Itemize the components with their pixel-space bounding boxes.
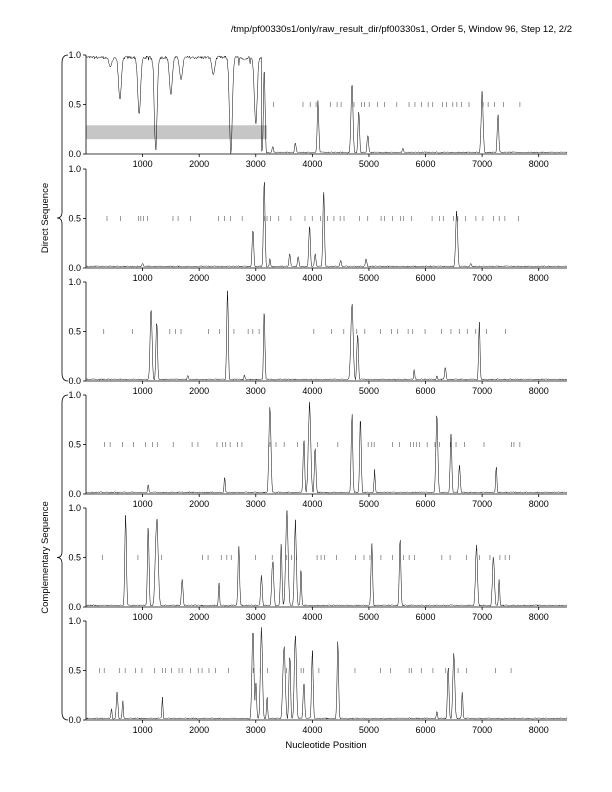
x-tick-label: 5000: [359, 499, 379, 509]
signal-line: [85, 182, 568, 268]
x-tick-label: 2000: [189, 612, 209, 622]
x-tick-label: 3000: [246, 612, 266, 622]
signal-line: [85, 402, 568, 494]
x-tick-label: 1000: [133, 159, 153, 169]
x-tick-label: 8000: [529, 499, 549, 509]
group-direct: Direct Sequence: [40, 54, 69, 382]
x-tick-label: 4000: [302, 725, 322, 735]
panel-1: 0.0 0.5 1.0 1000 2000 3000 4000 5000 6000 7000 800…: [68, 50, 568, 169]
shaded-band: [86, 125, 268, 140]
panel-5: 0.0 0.5 1.0 1000 2000 3000 4000 5000 6000 7000 800…: [68, 503, 568, 622]
x-tick-label: 8000: [529, 159, 549, 169]
y-tick-label: 1.0: [68, 503, 81, 513]
x-tick-label: 1000: [133, 612, 153, 622]
x-tick-label: 7000: [472, 386, 492, 396]
x-tick-label: 5000: [359, 612, 379, 622]
y-tick-label: 0.5: [68, 214, 81, 224]
marker-ticks: [106, 216, 519, 221]
x-tick-label: 5000: [359, 159, 379, 169]
x-tick-label: 2000: [189, 499, 209, 509]
x-tick-label: 7000: [472, 612, 492, 622]
x-tick-label: 3000: [246, 386, 266, 396]
x-tick-label: 6000: [416, 612, 436, 622]
x-tick-label: 7000: [472, 499, 492, 509]
marker-ticks: [101, 555, 510, 560]
groups-layer: Direct Sequence Complementary Sequence: [40, 54, 69, 721]
x-tick-label: 5000: [359, 725, 379, 735]
x-tick-label: 5000: [359, 386, 379, 396]
signal-line: [85, 290, 568, 381]
marker-ticks: [103, 329, 506, 334]
x-tick-label: 3000: [246, 159, 266, 169]
y-tick-label: 0.0: [68, 263, 81, 273]
x-tick-label: 7000: [472, 725, 492, 735]
panel-2: 0.0 0.5 1.0 1000 2000 3000 4000 5000 6000 7000 800…: [68, 164, 568, 283]
x-tick-label: 4000: [302, 386, 322, 396]
page-header: /tmp/pf00330s1/only/raw_result_dir/pf003…: [230, 24, 572, 35]
x-tick-label: 1000: [133, 725, 153, 735]
y-tick-label: 0.5: [68, 666, 81, 676]
x-tick-label: 3000: [246, 499, 266, 509]
x-tick-label: 1000: [133, 386, 153, 396]
y-tick-label: 0.0: [68, 602, 81, 612]
y-tick-label: 0.5: [68, 440, 81, 450]
x-tick-label: 3000: [246, 273, 266, 283]
x-tick-label: 1000: [133, 273, 153, 283]
panels-layer: 0.0 0.5 1.0 1000 2000 3000 4000 5000 6000 7000 800…: [68, 50, 568, 735]
group-brace: [56, 394, 69, 721]
x-tick-label: 6000: [416, 159, 436, 169]
group-label: Complementary Sequence: [40, 501, 51, 613]
x-tick-label: 7000: [472, 273, 492, 283]
y-tick-label: 0.0: [68, 715, 81, 725]
y-tick-label: 0.0: [68, 376, 81, 386]
panel-4: 0.0 0.5 1.0 1000 2000 3000 4000 5000 6000 7000 800…: [68, 390, 568, 509]
x-tick-label: 3000: [246, 725, 266, 735]
x-tick-label: 8000: [529, 725, 549, 735]
y-tick-label: 0.5: [68, 100, 81, 110]
marker-ticks: [99, 668, 512, 673]
x-tick-label: 2000: [189, 386, 209, 396]
x-tick-label: 6000: [416, 273, 436, 283]
y-tick-label: 1.0: [68, 390, 81, 400]
x-tick-label: 1000: [133, 499, 153, 509]
signal-line: [85, 627, 568, 720]
x-tick-label: 2000: [189, 273, 209, 283]
y-tick-label: 1.0: [68, 164, 81, 174]
x-tick-label: 4000: [302, 273, 322, 283]
y-tick-label: 0.0: [68, 489, 81, 499]
y-tick-label: 0.5: [68, 327, 81, 337]
x-tick-label: 6000: [416, 386, 436, 396]
x-tick-label: 2000: [189, 159, 209, 169]
x-tick-label: 4000: [302, 499, 322, 509]
x-tick-label: 2000: [189, 725, 209, 735]
x-tick-label: 4000: [302, 159, 322, 169]
group-complementary: Complementary Sequence: [40, 394, 69, 721]
y-tick-label: 0.5: [68, 553, 81, 563]
group-brace: [56, 54, 69, 382]
y-tick-label: 0.0: [68, 149, 81, 159]
x-tick-label: 8000: [529, 273, 549, 283]
x-tick-label: 7000: [472, 159, 492, 169]
y-tick-label: 1.0: [68, 616, 81, 626]
x-axis-title: Nucleotide Position: [285, 740, 366, 751]
x-tick-label: 4000: [302, 612, 322, 622]
signal-line: [86, 510, 568, 607]
x-tick-label: 6000: [416, 725, 436, 735]
panel-3: 0.0 0.5 1.0 1000 2000 3000 4000 5000 6000 7000 800…: [68, 277, 568, 396]
marker-ticks: [104, 442, 521, 447]
y-tick-label: 1.0: [68, 50, 81, 60]
x-tick-label: 6000: [416, 499, 436, 509]
x-tick-label: 8000: [529, 386, 549, 396]
marker-ticks: [273, 102, 521, 107]
panel-6: 0.0 0.5 1.0 1000 2000 3000 4000 5000 6000 7000 800…: [68, 616, 568, 735]
group-label: Direct Sequence: [40, 183, 51, 253]
y-tick-label: 1.0: [68, 277, 81, 287]
x-tick-label: 5000: [359, 273, 379, 283]
signal-line: [85, 55, 568, 155]
x-tick-label: 8000: [529, 612, 549, 622]
